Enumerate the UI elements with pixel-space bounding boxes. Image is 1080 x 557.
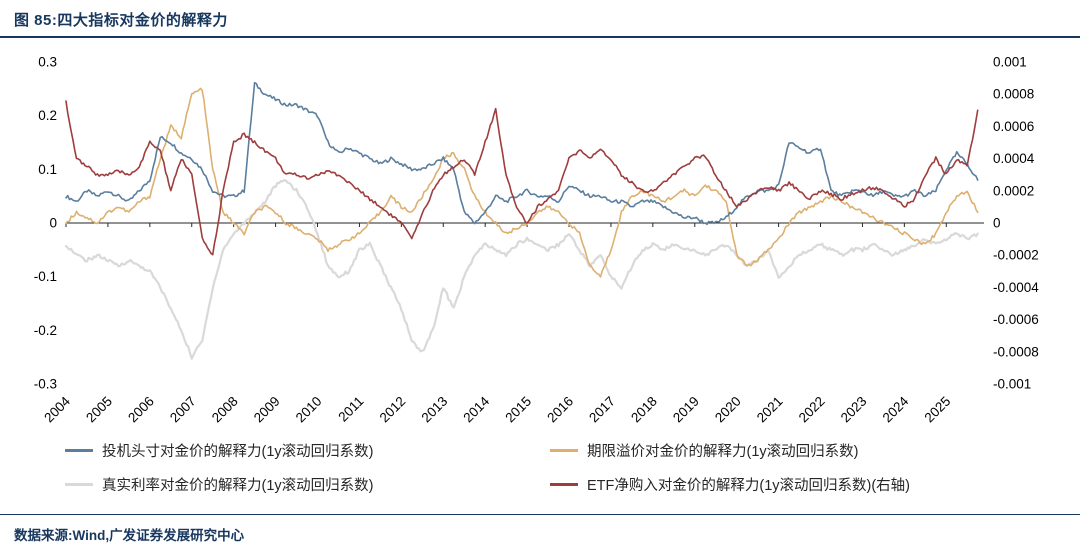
- right-axis-tick-label: 0: [993, 216, 1001, 231]
- x-axis-tick-label: 2018: [628, 394, 660, 426]
- x-axis-tick-label: 2014: [460, 393, 492, 425]
- left-axis-tick-label: 0: [49, 216, 57, 231]
- legend-line-swatch: [550, 483, 578, 486]
- series-line-speculative-positions: [65, 81, 979, 226]
- x-axis-tick-label: 2013: [419, 394, 451, 426]
- left-axis-tick-label: 0.2: [38, 108, 57, 123]
- left-axis-tick-label: -0.3: [34, 377, 57, 392]
- right-axis-tick-label: -0.001: [993, 377, 1031, 392]
- x-axis-tick-label: 2006: [125, 394, 157, 426]
- series-line-term-premium: [65, 87, 979, 278]
- legend-label: 真实利率对金价的解释力(1y滚动回归系数): [102, 478, 374, 494]
- explanatory-power-chart: 0.3 0.2 0.1 0 -0.1 -0.2 -0.3 0.001 0.0008 0.0006 0…: [34, 55, 1040, 426]
- x-axis-tick-label: 2016: [544, 394, 576, 426]
- x-axis-tick-label: 2005: [83, 394, 115, 426]
- x-axis-tick-label: 2021: [754, 394, 786, 426]
- x-axis-tick-label: 2023: [838, 394, 870, 426]
- left-axis-tick-label: -0.2: [34, 323, 57, 338]
- legend-line-swatch: [65, 483, 93, 486]
- right-axis-tick-label: 0.0004: [993, 151, 1035, 166]
- chart-legend: 投机头寸对金价的解释力(1y滚动回归系数) 期限溢价对金价的解释力(1y滚动回归…: [65, 440, 1015, 495]
- legend-item-speculative-positions: 投机头寸对金价的解释力(1y滚动回归系数): [65, 440, 530, 461]
- legend-line-swatch: [550, 449, 578, 452]
- right-axis-tick-label: 0.0006: [993, 119, 1034, 134]
- left-axis-tick-label: -0.1: [34, 269, 57, 284]
- legend-label: ETF净购入对金价的解释力(1y滚动回归系数)(右轴): [587, 478, 911, 494]
- x-axis-tick-label: 2024: [880, 393, 912, 425]
- right-axis-tick-label: -0.0006: [993, 312, 1039, 327]
- x-axis-tick-label: 2015: [502, 394, 534, 426]
- series-line-etf-net-purchases: [65, 100, 979, 256]
- legend-item-real-rates: 真实利率对金价的解释力(1y滚动回归系数): [65, 474, 530, 495]
- left-axis-tick-label: 0.3: [38, 55, 57, 70]
- x-axis-tick-label: 2017: [586, 394, 618, 426]
- left-axis-tick-label: 0.1: [38, 162, 57, 177]
- x-axis-tick-label: 2011: [335, 394, 366, 425]
- legend-label: 投机头寸对金价的解释力(1y滚动回归系数): [102, 444, 374, 460]
- x-axis-tick-label: 2025: [922, 394, 954, 426]
- right-axis-tick-label: -0.0004: [993, 280, 1039, 295]
- x-axis-tick-label: 2022: [796, 394, 828, 426]
- x-axis-tick-label: 2008: [209, 394, 241, 426]
- x-axis-tick-label: 2007: [167, 394, 199, 426]
- x-axis-tick-label: 2004: [41, 393, 73, 425]
- figure-footer: 数据来源:Wind,广发证券发展研究中心: [0, 514, 1080, 557]
- legend-item-etf-net-purchases: ETF净购入对金价的解释力(1y滚动回归系数)(右轴): [550, 474, 1015, 495]
- figure-title: 图 85:四大指标对金价的解释力: [14, 12, 228, 29]
- right-axis-tick-label: 0.0002: [993, 183, 1034, 198]
- x-axis-tick-label: 2019: [670, 394, 702, 426]
- right-axis-tick-label: -0.0002: [993, 248, 1039, 263]
- x-axis-tick-label: 2020: [712, 394, 744, 426]
- x-axis-tick-label: 2012: [377, 394, 409, 426]
- x-axis-tick-label: 2009: [251, 394, 283, 426]
- x-axis-tick-label: 2010: [293, 394, 325, 426]
- series-line-real-rates: [64, 179, 979, 360]
- data-source-text: 数据来源:Wind,广发证券发展研究中心: [14, 528, 245, 543]
- legend-item-term-premium: 期限溢价对金价的解释力(1y滚动回归系数): [550, 440, 1015, 461]
- legend-label: 期限溢价对金价的解释力(1y滚动回归系数): [587, 444, 859, 460]
- right-axis-tick-label: 0.001: [993, 55, 1027, 70]
- legend-line-swatch: [65, 449, 93, 452]
- right-axis-tick-label: -0.0008: [993, 344, 1039, 359]
- right-axis-tick-label: 0.0008: [993, 87, 1034, 102]
- figure-header: 图 85:四大指标对金价的解释力: [0, 0, 1080, 38]
